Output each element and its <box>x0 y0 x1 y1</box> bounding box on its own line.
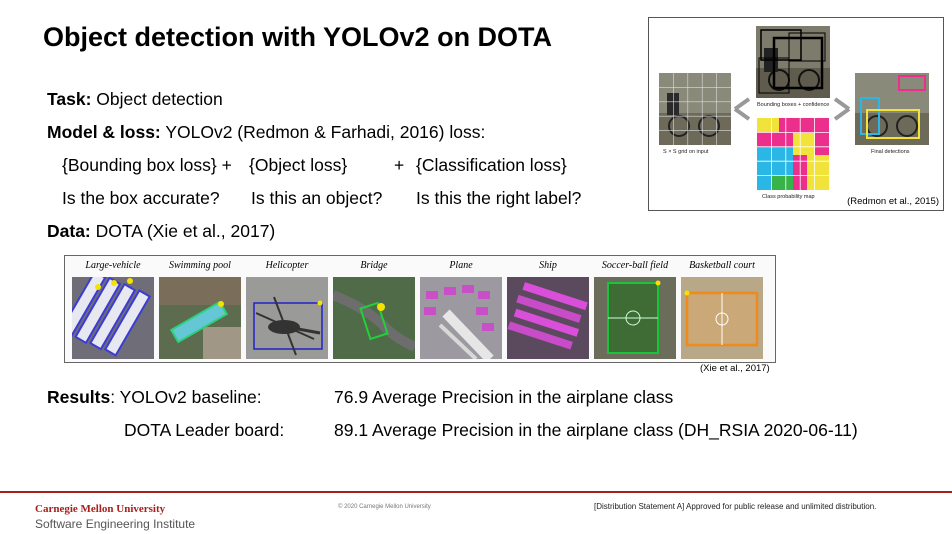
footer-divider <box>0 491 952 493</box>
dota-cell-swimming-pool: Swimming pool <box>157 260 243 360</box>
plane-image <box>420 277 502 359</box>
swimming-pool-image <box>159 277 241 359</box>
large-vehicle-image <box>72 277 154 359</box>
task-value: Object detection <box>96 89 223 109</box>
copyright: © 2020 Carnegie Mellon University <box>338 504 431 510</box>
dota-label: Bridge <box>360 260 388 271</box>
leaderboard-label: DOTA Leader board: <box>124 420 285 440</box>
sei-logo-text: Software Engineering Institute <box>35 517 196 531</box>
results-baseline-line: Results: YOLOv2 baseline: <box>47 387 262 408</box>
data-label: Data: <box>47 221 91 241</box>
class-probability-map <box>757 118 829 190</box>
final-detections-image <box>855 73 929 145</box>
question-bbox: Is the box accurate? <box>62 188 220 208</box>
dota-label: Swimming pool <box>169 260 231 271</box>
slide-title: Object detection with YOLOv2 on DOTA <box>43 22 553 52</box>
model-line: Model & loss: YOLOv2 (Redmon & Farhadi, … <box>47 122 485 143</box>
dota-label: Soccer-ball field <box>601 260 669 271</box>
loss-plus: + <box>394 155 405 175</box>
helicopter-image <box>246 277 328 359</box>
question-object: Is this an object? <box>251 188 383 208</box>
task-label: Task: <box>47 89 92 109</box>
caption-boxes: Bounding boxes + confidence <box>757 102 830 108</box>
grid-input-image <box>659 73 731 145</box>
dota-cell-plane: Plane <box>418 260 504 360</box>
basketball-court-image <box>681 277 763 359</box>
dota-cell-basketball-court: Basketball court <box>679 260 765 360</box>
dota-label: Large-vehicle <box>85 260 141 271</box>
dota-label: Plane <box>449 260 473 271</box>
loss-bbox: {Bounding box loss} + <box>62 155 232 175</box>
loss-classification: {Classification loss} <box>416 155 567 175</box>
bounding-boxes-image <box>756 26 830 98</box>
task-line: Task: Object detection <box>47 89 223 110</box>
dota-label: Basketball court <box>689 260 755 271</box>
model-value: YOLOv2 (Redmon & Farhadi, 2016) loss: <box>165 122 486 142</box>
distribution-statement: [Distribution Statement A] Approved for … <box>594 502 877 511</box>
question-class: Is this the right label? <box>416 188 582 208</box>
dota-citation: (Xie et al., 2017) <box>700 363 770 374</box>
leaderboard-value: 89.1 Average Precision in the airplane c… <box>334 420 858 440</box>
model-label: Model & loss: <box>47 122 161 142</box>
soccer-ball-field-image <box>594 277 676 359</box>
results-label: Results <box>47 387 111 407</box>
dota-label: Helicopter <box>265 260 309 271</box>
cmu-logo-text: Carnegie Mellon University <box>35 503 166 515</box>
yolo-citation: (Redmon et al., 2015) <box>847 196 939 207</box>
caption-final: Final detections <box>871 149 910 155</box>
loss-object: {Object loss} <box>249 155 348 175</box>
baseline-label: : YOLOv2 baseline: <box>110 387 262 407</box>
dota-cell-bridge: Bridge <box>331 260 417 360</box>
dota-figure: Large-vehicle Swimming pool <box>64 255 776 363</box>
ship-image <box>507 277 589 359</box>
dota-cell-soccer-ball-field: Soccer-ball field <box>592 260 678 360</box>
yolo-figure: S × S grid on input Bounding boxes + con… <box>648 17 944 211</box>
caption-grid: S × S grid on input <box>663 149 709 155</box>
data-value: DOTA (Xie et al., 2017) <box>95 221 276 241</box>
bridge-image <box>333 277 415 359</box>
yolo-diagram <box>659 26 929 190</box>
caption-map: Class probability map <box>762 194 815 200</box>
data-line: Data: DOTA (Xie et al., 2017) <box>47 221 275 242</box>
dota-cell-helicopter: Helicopter <box>244 260 330 360</box>
dota-cell-large-vehicle: Large-vehicle <box>70 260 156 360</box>
baseline-value: 76.9 Average Precision in the airplane c… <box>334 387 674 407</box>
dota-label: Ship <box>539 260 557 271</box>
dota-cell-ship: Ship <box>505 260 591 360</box>
